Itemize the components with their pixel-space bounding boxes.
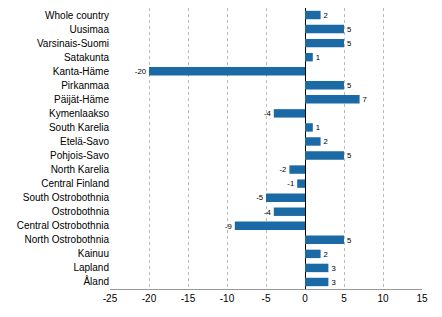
svg-text:15: 15: [416, 293, 428, 304]
svg-text:Ostrobothnia: Ostrobothnia: [52, 206, 110, 217]
svg-text:North Ostrobothnia: North Ostrobothnia: [25, 234, 110, 245]
svg-text:Lapland: Lapland: [73, 262, 109, 273]
svg-text:1: 1: [316, 123, 320, 132]
svg-text:7: 7: [363, 95, 367, 104]
svg-text:-25: -25: [103, 293, 118, 304]
svg-text:-20: -20: [135, 67, 146, 76]
svg-text:-10: -10: [220, 293, 235, 304]
svg-text:1: 1: [316, 53, 320, 62]
svg-text:3: 3: [331, 278, 335, 287]
svg-text:5: 5: [347, 39, 351, 48]
svg-text:Central Finland: Central Finland: [41, 178, 109, 189]
svg-text:2: 2: [324, 137, 328, 146]
svg-text:0: 0: [302, 293, 308, 304]
svg-text:Kymenlaakso: Kymenlaakso: [49, 108, 109, 119]
svg-text:Central Ostrobothnia: Central Ostrobothnia: [17, 220, 110, 231]
svg-text:2: 2: [324, 250, 328, 259]
svg-text:-4: -4: [264, 109, 272, 118]
svg-text:South Karelia: South Karelia: [49, 122, 109, 133]
svg-text:-20: -20: [142, 293, 157, 304]
svg-text:Etelä-Savo: Etelä-Savo: [60, 136, 109, 147]
svg-text:5: 5: [347, 25, 351, 34]
svg-text:5: 5: [347, 81, 351, 90]
svg-text:-5: -5: [256, 193, 263, 202]
svg-text:-15: -15: [181, 293, 196, 304]
svg-text:Kainuu: Kainuu: [78, 248, 109, 259]
svg-text:Varsinais-Suomi: Varsinais-Suomi: [37, 38, 109, 49]
svg-text:-1: -1: [287, 179, 294, 188]
svg-text:-5: -5: [262, 293, 271, 304]
svg-text:3: 3: [331, 264, 335, 273]
svg-text:-9: -9: [225, 222, 232, 231]
svg-text:5: 5: [341, 293, 347, 304]
svg-text:5: 5: [347, 151, 351, 160]
svg-text:2: 2: [324, 11, 328, 20]
svg-text:Pirkanmaa: Pirkanmaa: [61, 80, 109, 91]
svg-text:Pohjois-Savo: Pohjois-Savo: [50, 150, 109, 161]
svg-text:North Karelia: North Karelia: [51, 164, 110, 175]
svg-text:Uusimaa: Uusimaa: [70, 24, 110, 35]
svg-text:-4: -4: [264, 208, 272, 217]
svg-text:South Ostrobothnia: South Ostrobothnia: [23, 192, 110, 203]
svg-text:5: 5: [347, 236, 351, 245]
svg-text:Satakunta: Satakunta: [64, 52, 109, 63]
svg-text:Whole country: Whole country: [45, 10, 109, 21]
svg-text:Åland: Åland: [83, 275, 109, 287]
svg-text:10: 10: [377, 293, 389, 304]
svg-text:-2: -2: [280, 165, 287, 174]
svg-text:Päijät-Häme: Päijät-Häme: [54, 94, 109, 105]
svg-text:Kanta-Häme: Kanta-Häme: [53, 66, 110, 77]
